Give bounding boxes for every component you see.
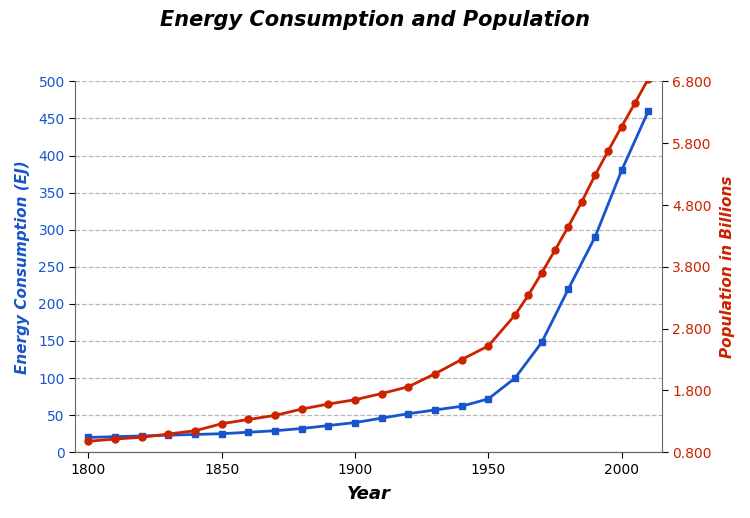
Text: Energy Consumption and Population: Energy Consumption and Population xyxy=(160,10,590,31)
X-axis label: Year: Year xyxy=(346,485,390,503)
Y-axis label: Energy Consumption (EJ): Energy Consumption (EJ) xyxy=(15,160,30,373)
Y-axis label: Population in Billions: Population in Billions xyxy=(720,176,735,358)
